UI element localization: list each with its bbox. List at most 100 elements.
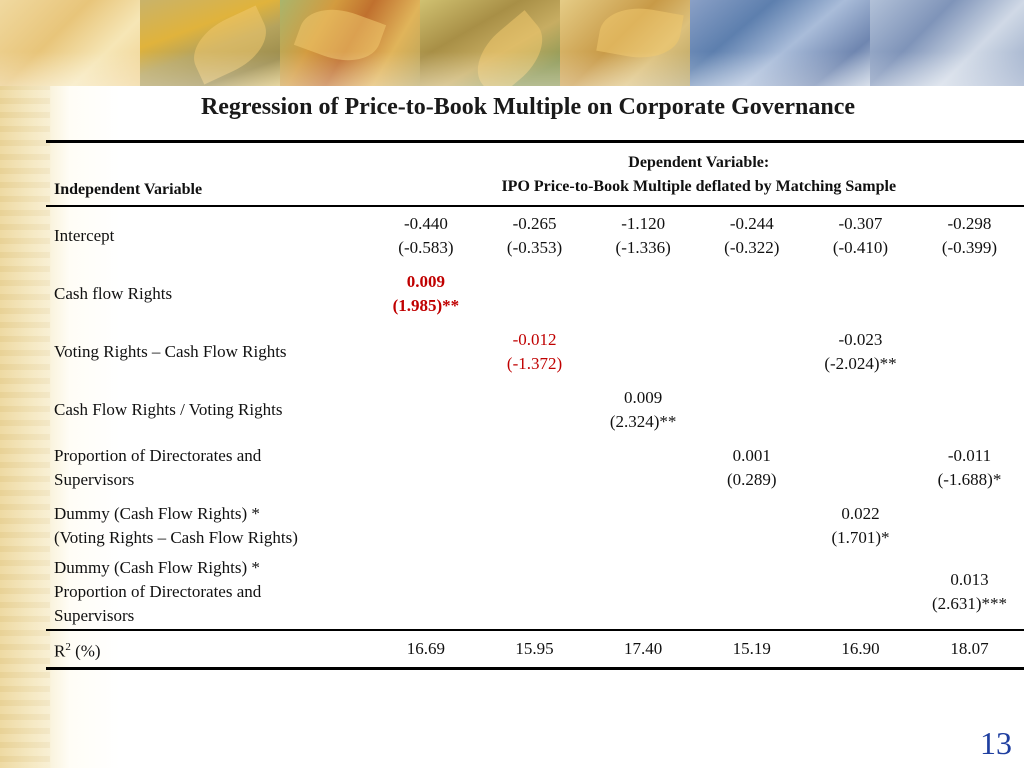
- slide-title: Regression of Price-to-Book Multiple on …: [200, 94, 856, 120]
- row-label: Intercept: [54, 226, 115, 245]
- coefficient-value: -0.012: [512, 330, 557, 349]
- t-statistic: (-1.336): [615, 238, 671, 257]
- row-label: Dummy (Cash Flow Rights) * Proportion of …: [46, 555, 372, 630]
- coefficient-cell: [480, 381, 588, 439]
- row-label-line: Proportion of Directorates and: [54, 582, 262, 601]
- coefficient-cell: [589, 439, 698, 497]
- coefficient-cell: 0.013 (2.631)***: [915, 555, 1024, 630]
- coefficient-cell: -0.307 (-0.410): [806, 206, 915, 265]
- coefficient-cell: [915, 323, 1024, 381]
- coefficient-cell: -0.298 (-0.399): [915, 206, 1024, 265]
- coefficient-cell: [480, 497, 588, 555]
- coefficient-cell: -0.265 (-0.353): [480, 206, 588, 265]
- row-label-line: Proportion of Directorates and: [54, 446, 262, 465]
- coefficient-cell: -0.440 (-0.583): [372, 206, 481, 265]
- coefficient-cell: [372, 381, 481, 439]
- coefficient-value: -0.265: [512, 214, 557, 233]
- coefficient-cell: 0.009 (2.324)**: [589, 381, 698, 439]
- coefficient-cell: [806, 381, 915, 439]
- coefficient-cell: [698, 265, 806, 323]
- coefficient-value: 0.022: [841, 504, 880, 523]
- table-row: Cash Flow Rights / Voting Rights 0.009 (2.…: [46, 381, 1024, 439]
- coefficient-value: -0.298: [947, 214, 992, 233]
- t-statistic: (-0.399): [941, 238, 998, 257]
- table-row: Intercept -0.440 (-0.583) -0.265 (-0.353) -1.…: [46, 206, 1024, 265]
- decorative-left-strip: [0, 0, 50, 768]
- t-statistic: (-1.372): [506, 354, 563, 373]
- coefficient-cell: [698, 497, 806, 555]
- table-row: Voting Rights – Cash Flow Rights -0.012 (-…: [46, 323, 1024, 381]
- coefficient-cell: -0.012 (-1.372): [480, 323, 588, 381]
- regression-table-container: Independent Variable Dependent Variable:…: [46, 140, 1024, 670]
- row-label: Voting Rights – Cash Flow Rights: [54, 342, 287, 361]
- row-label-line: Supervisors: [54, 606, 135, 625]
- r-squared-value: 16.69: [371, 629, 481, 670]
- table-row: Cash flow Rights 0.009 (1.985)**: [46, 265, 1024, 323]
- r-squared-value: 17.40: [588, 629, 698, 670]
- row-label: Cash Flow Rights / Voting Rights: [54, 400, 283, 419]
- coefficient-cell: [372, 323, 481, 381]
- coefficient-cell: [589, 555, 698, 630]
- t-statistic: (0.289): [726, 470, 777, 489]
- coefficient-value: -0.023: [838, 330, 883, 349]
- coefficient-cell: -0.023 (-2.024)**: [806, 323, 915, 381]
- r-squared-value: 15.95: [480, 629, 589, 670]
- coefficient-cell: [698, 381, 806, 439]
- t-statistic: (2.324)**: [609, 412, 677, 431]
- coefficient-cell: -0.244 (-0.322): [698, 206, 806, 265]
- coefficient-cell: -0.011 (-1.688)*: [915, 439, 1024, 497]
- independent-variable-header: Independent Variable: [46, 140, 372, 207]
- row-label-line: Dummy (Cash Flow Rights) *: [54, 504, 260, 523]
- coefficient-value: -0.307: [838, 214, 883, 233]
- table-row: Dummy (Cash Flow Rights) * Proportion of …: [46, 555, 1024, 630]
- page-number: 13: [980, 725, 1012, 761]
- dependent-variable-header: Dependent Variable: IPO Price-to-Book Mu…: [371, 140, 1024, 207]
- coefficient-cell: [480, 555, 588, 630]
- coefficient-cell: [806, 555, 915, 630]
- coefficient-cell: [589, 265, 698, 323]
- table-header-row: Independent Variable Dependent Variable:…: [46, 140, 1024, 207]
- coefficient-cell: [806, 265, 915, 323]
- t-statistic: (-2.024)**: [824, 354, 897, 373]
- coefficient-value: 0.009: [406, 272, 446, 291]
- r-squared-label: R2 (%): [46, 629, 372, 670]
- r-squared-value: 18.07: [914, 629, 1024, 670]
- t-statistic: (-0.410): [832, 238, 889, 257]
- coefficient-cell: [480, 265, 588, 323]
- coefficient-cell: [372, 497, 481, 555]
- table-row: Proportion of Directorates and Supervisor…: [46, 439, 1024, 497]
- dependent-variable-line1: Dependent Variable:: [628, 154, 770, 171]
- coefficient-value: 0.009: [624, 388, 663, 407]
- row-label-line: (Voting Rights – Cash Flow Rights): [54, 528, 298, 547]
- r-squared-value: 15.19: [697, 629, 807, 670]
- coefficient-value: -0.440: [403, 214, 448, 233]
- coefficient-cell: [480, 439, 588, 497]
- row-label: Cash flow Rights: [54, 284, 173, 303]
- r-squared-suffix: (%): [70, 641, 101, 661]
- r-squared-row: R2 (%) 16.69 15.95 17.40 15.19 16.90 18.07: [46, 629, 1024, 670]
- dependent-variable-line2: IPO Price-to-Book Multiple deflated by M…: [501, 178, 897, 195]
- t-statistic: (2.631)***: [931, 594, 1008, 613]
- coefficient-cell: [372, 439, 481, 497]
- t-statistic: (1.701)*: [831, 528, 890, 547]
- coefficient-cell: [589, 323, 698, 381]
- coefficient-cell: [698, 555, 806, 630]
- coefficient-cell: [372, 555, 481, 630]
- row-label-line: Supervisors: [54, 470, 135, 489]
- coefficient-value: 0.001: [732, 446, 771, 465]
- coefficient-value: 0.013: [950, 570, 989, 589]
- t-statistic: (-0.322): [724, 238, 780, 257]
- coefficient-cell: [589, 497, 698, 555]
- coefficient-cell: 0.022 (1.701)*: [806, 497, 915, 555]
- row-label: Proportion of Directorates and Supervisor…: [46, 439, 372, 497]
- t-statistic: (-0.583): [398, 238, 454, 257]
- coefficient-value: -0.244: [729, 214, 774, 233]
- t-statistic: (-0.353): [506, 238, 563, 257]
- table-body: Intercept -0.440 (-0.583) -0.265 (-0.353) -1.…: [46, 206, 1024, 670]
- table-row: Dummy (Cash Flow Rights) * (Voting Rights…: [46, 497, 1024, 555]
- decorative-banner: [0, 0, 1024, 86]
- coefficient-cell: [915, 265, 1024, 323]
- coefficient-cell: -1.120 (-1.336): [589, 206, 698, 265]
- coefficient-cell: [915, 381, 1024, 439]
- r-squared-superscript: 2: [65, 640, 71, 653]
